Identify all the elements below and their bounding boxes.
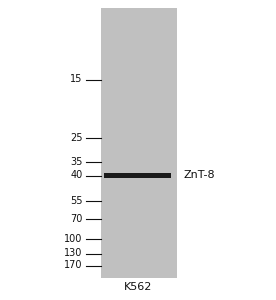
Text: ZnT-8: ZnT-8	[184, 170, 215, 181]
Text: 35: 35	[70, 157, 83, 167]
Bar	[101, 8, 177, 278]
Text: 70: 70	[70, 214, 83, 224]
Text: 130: 130	[64, 248, 83, 259]
Text: 170: 170	[64, 260, 83, 271]
Text: 40: 40	[71, 170, 83, 181]
Text: 25: 25	[70, 133, 83, 143]
Text: K562: K562	[124, 281, 152, 292]
Text: 55: 55	[70, 196, 83, 206]
Bar	[104, 173, 171, 178]
Text: 100: 100	[64, 233, 83, 244]
Text: 15: 15	[70, 74, 83, 85]
